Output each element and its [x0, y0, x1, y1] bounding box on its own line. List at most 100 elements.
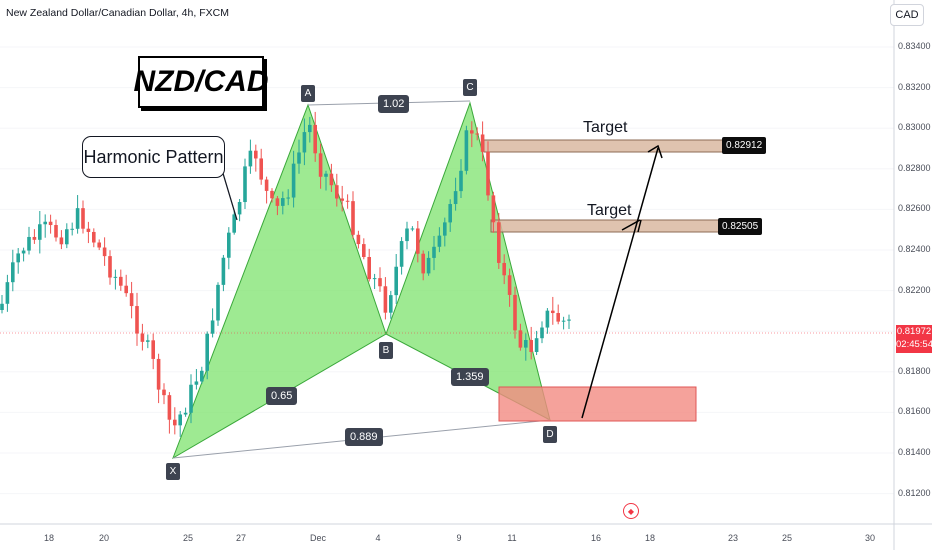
candle-body	[432, 246, 436, 258]
candle-body	[540, 327, 544, 339]
candle-body	[146, 340, 150, 342]
ratio-bd: 1.359	[451, 368, 489, 386]
current-price-badge: 0.81972 02:45:54	[896, 325, 932, 353]
candle-body	[556, 313, 560, 322]
candle-body	[75, 208, 80, 229]
candle-body	[475, 133, 479, 135]
ratio-xd: 0.889	[345, 428, 383, 446]
candle-body	[405, 228, 409, 242]
candle-body	[194, 381, 199, 385]
candle-body	[205, 333, 209, 371]
candle-body	[113, 276, 118, 278]
price-tick-label: 0.82600	[898, 203, 931, 214]
price-tick-label: 0.82200	[898, 284, 931, 295]
point-d-label: D	[543, 426, 557, 443]
time-tick-label: 25	[182, 533, 194, 543]
point-a-label: A	[301, 85, 315, 102]
ratio-ac: 1.02	[378, 95, 410, 113]
candle-body	[92, 231, 96, 243]
candle-body	[367, 257, 371, 280]
candle-body	[102, 247, 107, 257]
bar-countdown: 02:45:54	[896, 339, 932, 350]
candle-body	[291, 163, 296, 198]
candle-body	[486, 151, 490, 196]
candle-body	[302, 132, 307, 153]
candle-body	[362, 244, 366, 258]
candle-body	[135, 306, 139, 334]
candle-body	[156, 358, 161, 390]
candle-body	[86, 228, 91, 232]
candle-body	[389, 295, 393, 313]
candle-body	[448, 204, 452, 223]
candle-body	[394, 266, 398, 296]
candle-body	[545, 310, 550, 328]
candle-body	[27, 236, 31, 251]
currency-button[interactable]: CAD	[890, 4, 924, 26]
candle-body	[151, 340, 155, 359]
price-tick-label: 0.81400	[898, 447, 931, 457]
candle-body	[16, 253, 20, 263]
price-tick-label: 0.83200	[898, 81, 931, 92]
candle-body	[259, 158, 263, 180]
arrow-tick	[621, 219, 641, 231]
time-tick-label: 27	[235, 533, 247, 543]
candle-body	[5, 282, 10, 304]
price-tick-label: 0.82400	[898, 244, 931, 254]
candle-body	[335, 185, 339, 199]
candle-body	[329, 173, 334, 186]
candle-body	[237, 202, 242, 215]
candle-body	[308, 124, 312, 133]
candle-body	[108, 256, 112, 278]
candle-body	[464, 130, 469, 171]
candle-body	[372, 278, 377, 280]
time-tick-label: 30	[864, 533, 876, 543]
candle-body	[491, 195, 496, 223]
candlesticks	[0, 111, 571, 437]
candle-body	[200, 370, 204, 382]
candle-body	[529, 340, 533, 352]
price-tick-label: 0.81800	[898, 365, 931, 376]
time-tick-label: 4	[375, 533, 381, 543]
candle-body	[275, 198, 280, 206]
time-tick-label: 18	[644, 533, 656, 543]
buy-zone	[498, 386, 697, 422]
target-value-2: 0.82505	[718, 218, 763, 235]
candle-body	[243, 166, 247, 203]
price-tick-label: 0.83000	[898, 122, 931, 133]
candle-body	[518, 330, 523, 348]
candle-body	[59, 237, 64, 245]
candle-body	[297, 152, 301, 164]
candle-body	[38, 224, 42, 240]
time-tick-label: Dec	[309, 533, 327, 543]
point-x-label: X	[166, 463, 180, 480]
candle-body	[210, 320, 215, 334]
candle-body	[313, 124, 317, 154]
candle-body	[254, 150, 258, 159]
candle-body	[378, 278, 382, 287]
target-band-2	[490, 219, 722, 233]
candle-body	[421, 253, 425, 274]
candle-body	[124, 285, 128, 294]
projection-arrowhead	[647, 144, 663, 159]
ratio-xb: 0.65	[266, 387, 298, 405]
price-tick-label: 0.81200	[898, 487, 931, 498]
candle-body	[410, 228, 415, 230]
canada-flag-icon[interactable]: ◆	[623, 503, 639, 519]
candle-body	[162, 389, 166, 396]
candle-body	[54, 225, 58, 238]
candle-body	[0, 303, 4, 310]
candle-body	[383, 286, 388, 313]
candle-body	[534, 338, 539, 352]
chart-title: NZD/CAD	[134, 56, 269, 108]
candle-body	[270, 190, 274, 199]
harmonic-pattern-callout: Harmonic Pattern	[82, 136, 225, 178]
price-tick-label: 0.81600	[898, 406, 931, 417]
current-price-value: 0.81972	[896, 326, 932, 337]
candle-body	[443, 222, 447, 236]
candle-body	[248, 150, 253, 167]
candle-body	[167, 395, 172, 420]
candle-body	[70, 228, 74, 230]
candle-body	[227, 232, 231, 258]
candle-body	[140, 333, 145, 342]
